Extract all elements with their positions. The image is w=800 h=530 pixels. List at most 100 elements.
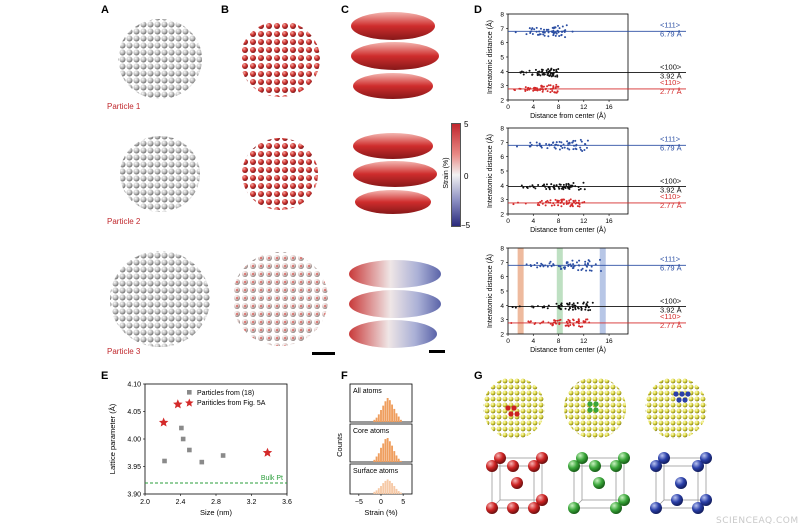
d-data-point: [570, 184, 573, 187]
d-data-point: [537, 183, 540, 186]
d-data-point: [542, 71, 545, 74]
d-data-point: [546, 147, 549, 150]
d-data-point: [562, 202, 565, 205]
d-data-point: [551, 87, 554, 90]
f-bar: [399, 492, 402, 494]
d-data-point: [577, 201, 580, 204]
d-data-point: [544, 185, 547, 188]
d-data-point: [527, 320, 530, 323]
d-data-point: [589, 308, 592, 311]
panel-c-scale-bar: [429, 350, 445, 353]
d-data-point: [536, 305, 539, 308]
d-data-point: [588, 321, 591, 324]
particle-3-label: Particle 3: [107, 347, 141, 356]
d-ytick-label: 8: [500, 126, 504, 133]
d-data-point: [539, 265, 542, 268]
d-ytick-label: 3: [500, 83, 504, 90]
d-data-point: [518, 305, 521, 308]
d-data-point: [572, 318, 575, 321]
d-line-direction: <100>: [660, 176, 682, 185]
e-square-point: [199, 459, 205, 465]
d-data-point: [568, 148, 571, 151]
d-data-point: [534, 187, 537, 190]
d-data-point: [548, 70, 551, 73]
panel-label-f: F: [341, 370, 348, 382]
d-data-point: [555, 302, 558, 305]
d-data-point: [546, 199, 549, 202]
e-ytick-label: 4.05: [127, 409, 141, 416]
particle-2-slices: [353, 133, 437, 214]
unit-cell-red: [486, 452, 548, 514]
d-data-point: [577, 320, 580, 323]
d-data-point: [584, 263, 587, 266]
d-data-point: [541, 88, 544, 91]
f-bar: [393, 486, 396, 494]
particle-3-slices: [349, 260, 441, 348]
f-xtick-label: 5: [401, 499, 405, 506]
d-data-point: [562, 186, 565, 189]
d-data-point: [583, 148, 586, 151]
d-highlight-band-2: [556, 248, 563, 334]
d-data-point: [585, 269, 588, 272]
d-data-point: [558, 319, 561, 322]
d-data-point: [565, 324, 568, 327]
f-bar: [373, 491, 376, 494]
d-data-point: [563, 146, 566, 149]
d-data-point: [571, 259, 574, 262]
d-data-point: [535, 26, 538, 29]
d-xtick-label: 12: [580, 338, 588, 345]
d-ytick-label: 5: [500, 289, 504, 296]
f-bar: [399, 419, 402, 422]
d-xtick-label: 0: [506, 218, 510, 225]
d-data-point: [540, 68, 543, 71]
d-xtick-label: 12: [580, 218, 588, 225]
d-data-point: [584, 308, 587, 311]
d-data-point: [584, 260, 587, 263]
d-data-point: [532, 87, 535, 90]
d-data-point: [549, 260, 552, 263]
d-data-point: [558, 323, 561, 326]
f-bar: [388, 400, 391, 422]
d-data-point: [525, 71, 528, 74]
d-data-point: [534, 321, 537, 324]
d-data-point: [560, 145, 563, 148]
d-data-point: [587, 309, 590, 312]
d-data-point: [524, 86, 527, 89]
f-bar: [373, 419, 376, 422]
d-data-point: [543, 28, 546, 31]
d-data-point: [577, 188, 580, 191]
d-data-point: [567, 325, 570, 328]
d-data-point: [571, 308, 574, 311]
d-data-point: [560, 33, 563, 36]
f-bar: [382, 405, 385, 422]
d-xtick-label: 12: [580, 104, 588, 111]
d-data-point: [581, 267, 584, 270]
d-data-point: [541, 184, 544, 187]
f-bar: [375, 490, 378, 494]
d-data-point: [552, 263, 555, 266]
f-bar: [375, 456, 378, 462]
d-data-point: [536, 71, 539, 74]
d-yaxis-label: Interatomic distance (Å): [485, 254, 494, 328]
d-data-point: [571, 202, 574, 205]
d-line-value: 3.92 Å: [660, 71, 682, 80]
e-legend-star: [185, 398, 194, 407]
d-data-point: [546, 307, 549, 310]
f-bar: [395, 488, 398, 494]
d-data-point: [558, 27, 561, 30]
f-bar: [393, 451, 396, 462]
particle-1-isosurface: [118, 19, 202, 99]
d-data-point: [587, 306, 590, 309]
d-data-point: [541, 85, 544, 88]
d-data-point: [548, 262, 551, 265]
d-data-point: [578, 199, 581, 202]
d-data-point: [519, 87, 522, 90]
e-star-point: [173, 399, 183, 409]
d-data-point: [549, 88, 552, 91]
d-xaxis-label: Distance from center (Å): [530, 225, 606, 234]
d-data-point: [579, 148, 582, 151]
d-data-point: [539, 322, 542, 325]
d-data-point: [543, 34, 546, 37]
d-xaxis-label: Distance from center (Å): [530, 111, 606, 120]
lattice-top-view-100: [564, 378, 626, 439]
